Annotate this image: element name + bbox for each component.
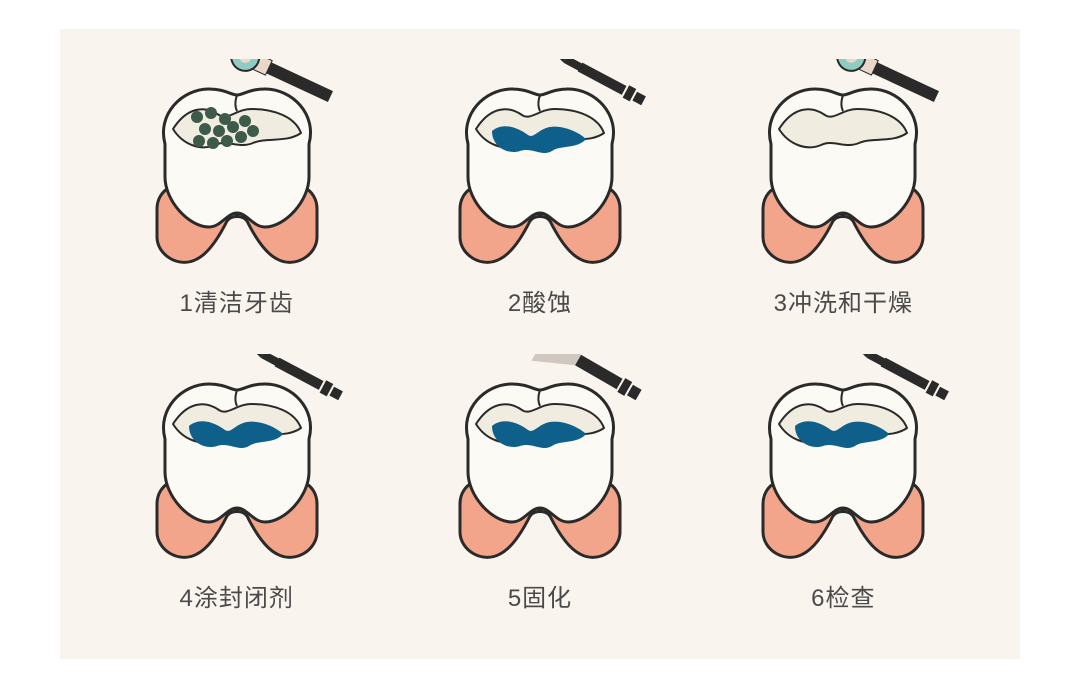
step-5: 5固化: [403, 354, 676, 639]
step-3-illustration: [723, 59, 963, 279]
step-5-illustration: [420, 354, 660, 574]
step-1: 1清洁牙齿: [100, 59, 373, 344]
step-1-caption: 1清洁牙齿: [179, 283, 293, 318]
step-4-caption: 4涂封闭剂: [179, 578, 293, 613]
step-3-caption: 3冲洗和干燥: [774, 283, 913, 318]
step-5-caption: 5固化: [508, 578, 572, 613]
procedure-panel: 1清洁牙齿 2酸蚀 3冲洗和干燥: [60, 29, 1020, 659]
step-2: 2酸蚀: [403, 59, 676, 344]
step-2-caption: 2酸蚀: [508, 283, 572, 318]
step-4: 4涂封闭剂: [100, 354, 373, 639]
step-6-caption: 6检查: [811, 578, 875, 613]
step-3: 3冲洗和干燥: [707, 59, 980, 344]
step-1-illustration: [117, 59, 357, 279]
step-6: 6检查: [707, 354, 980, 639]
step-6-illustration: [723, 354, 963, 574]
step-4-illustration: [117, 354, 357, 574]
step-2-illustration: [420, 59, 660, 279]
